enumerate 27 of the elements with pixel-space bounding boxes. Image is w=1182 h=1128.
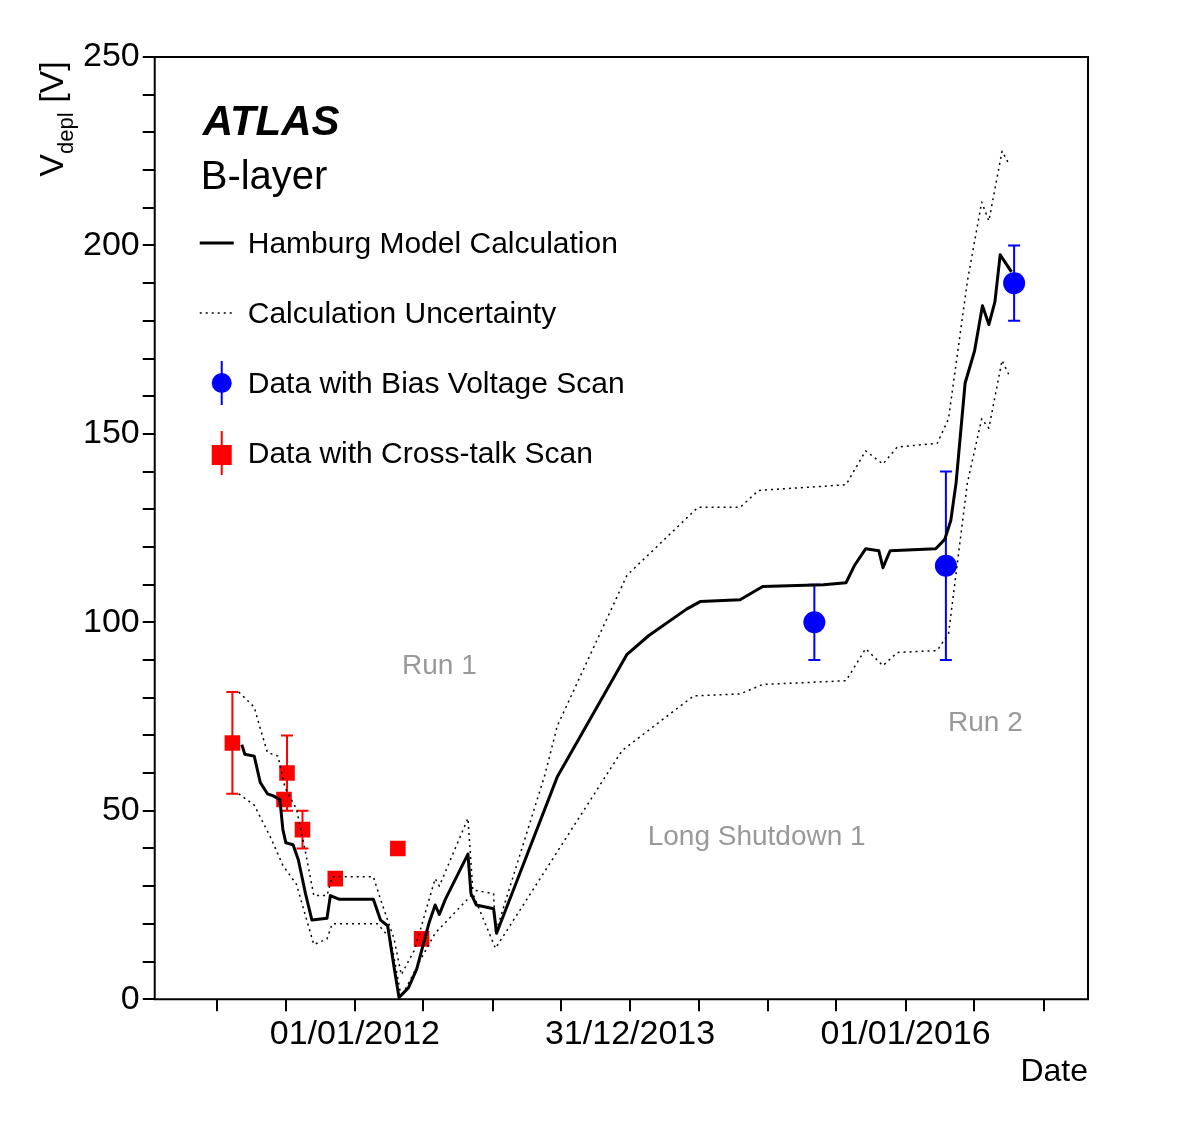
text: B-layer [200, 153, 328, 197]
point [1003, 272, 1026, 295]
annotation: Long Shutdown 1 [647, 819, 866, 851]
annotation: Run 2 [947, 705, 1023, 737]
x-axis-title: Date [1020, 1052, 1088, 1089]
legend-label: Data with Cross-talk Scan [247, 436, 593, 469]
y-tick-label: 150 [82, 412, 140, 451]
x-tick-label: 01/01/2012 [269, 1012, 440, 1051]
legend-label: Data with Bias Voltage Scan [247, 366, 625, 399]
y-tick-label: 250 [82, 35, 140, 74]
point [803, 611, 826, 634]
legend-label: Calculation Uncertainty [247, 296, 557, 329]
y-tick-label: 0 [120, 977, 140, 1016]
point [327, 870, 344, 887]
y-tick-label: 100 [82, 600, 140, 639]
point [934, 554, 957, 577]
legend-label: Hamburg Model Calculation [247, 226, 618, 259]
y-axis-title: Vdepl [V] [31, 61, 78, 177]
y-tick-label: 200 [82, 223, 140, 262]
point [279, 765, 295, 781]
point [390, 840, 406, 857]
annotation: Run 1 [402, 649, 477, 681]
text: ATLAS [201, 97, 340, 144]
x-tick-label: 31/12/2013 [544, 1012, 716, 1051]
point [224, 735, 241, 751]
x-tick-label: 01/01/2016 [820, 1012, 991, 1051]
y-tick-label: 50 [101, 789, 140, 828]
